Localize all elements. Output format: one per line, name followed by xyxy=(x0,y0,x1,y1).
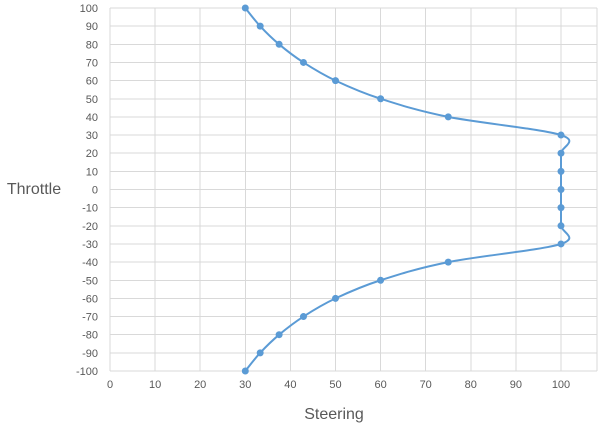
y-tick-label: 90 xyxy=(86,21,98,33)
y-tick-label: -50 xyxy=(82,275,98,287)
y-tick-label: 0 xyxy=(92,185,98,197)
grid xyxy=(109,7,598,372)
x-tick-label: 30 xyxy=(239,379,251,391)
y-tick-label: 60 xyxy=(86,76,98,88)
y-tick-label: -10 xyxy=(82,203,98,215)
y-tick-label: 50 xyxy=(86,94,98,106)
data-point xyxy=(332,77,339,85)
y-tick-label: 20 xyxy=(86,148,98,160)
data-point xyxy=(444,113,452,121)
y-tick-label: -70 xyxy=(82,312,98,324)
data-point xyxy=(256,22,264,30)
data-point xyxy=(377,95,385,103)
x-tick-label: 70 xyxy=(420,379,432,391)
y-tick-label: -80 xyxy=(82,330,98,342)
data-point xyxy=(377,276,385,284)
y-tick-label: 100 xyxy=(80,3,98,15)
y-tick-label: 10 xyxy=(86,166,98,178)
x-axis-title: Steering xyxy=(304,406,364,423)
y-tick-label: -60 xyxy=(82,293,98,305)
x-tick-label: 80 xyxy=(465,379,477,391)
y-tick-label: -30 xyxy=(82,239,98,251)
data-point xyxy=(299,58,307,66)
x-tick-label: 50 xyxy=(329,379,341,391)
x-tick-label: 40 xyxy=(284,379,296,391)
data-point xyxy=(557,186,565,193)
y-tick-label: 40 xyxy=(86,112,98,124)
y-tick-label: -20 xyxy=(82,221,98,233)
data-point xyxy=(557,149,565,157)
data-point xyxy=(241,4,249,12)
data-point xyxy=(557,204,565,212)
y-tick-label: -40 xyxy=(82,257,98,269)
data-point xyxy=(557,131,565,139)
series xyxy=(241,4,571,375)
x-tick-label: 20 xyxy=(194,379,206,391)
data-point xyxy=(275,331,283,339)
x-tick-label: 0 xyxy=(107,379,113,391)
data-point xyxy=(332,294,339,302)
data-point xyxy=(557,167,565,175)
x-tick-label: 100 xyxy=(552,379,570,391)
x-tick-label: 60 xyxy=(374,379,386,391)
data-point xyxy=(275,40,283,48)
y-axis-title: Throttle xyxy=(7,181,61,198)
data-point xyxy=(241,367,249,375)
data-point xyxy=(299,313,307,321)
y-tick-label: 80 xyxy=(86,39,98,51)
y-tick-label: -100 xyxy=(76,366,98,378)
data-point xyxy=(557,240,565,248)
data-point xyxy=(256,349,264,357)
y-tick-label: -90 xyxy=(82,348,98,360)
data-point xyxy=(557,222,565,230)
x-tick-label: 10 xyxy=(149,379,161,391)
x-tick-label: 90 xyxy=(510,379,522,391)
data-point xyxy=(444,258,452,266)
y-tick-label: 70 xyxy=(86,57,98,69)
tick-labels: 1009080706050403020100-10-20-30-40-50-60… xyxy=(76,3,570,391)
y-tick-label: 30 xyxy=(86,130,98,142)
